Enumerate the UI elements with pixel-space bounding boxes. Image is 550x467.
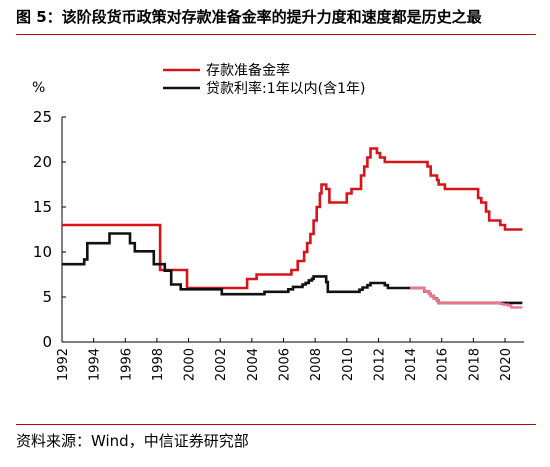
legend-label: 贷款利率:1年以内(含1年) [206, 80, 365, 97]
source-rule [16, 424, 536, 425]
loan-rate-line [62, 232, 523, 305]
line-chart: 0 5 10 15 20 25 1992 1994 1996 1998 2000 2002 2004 2… [32, 62, 524, 381]
x-tick-label: 2018 [467, 348, 482, 381]
y-tick-label: 5 [42, 288, 52, 306]
x-tick-label: 2002 [214, 348, 229, 381]
y-axis-unit-label: % [32, 80, 45, 96]
x-tick-label: 2010 [341, 348, 356, 381]
plot-frame [61, 117, 524, 343]
x-tick-label: 2004 [246, 348, 261, 381]
title-rule [16, 34, 536, 35]
x-tick-label: 2000 [183, 348, 198, 381]
x-tick-label: 2014 [404, 348, 419, 381]
y-tick-label: 15 [33, 198, 52, 216]
figure-title: 图 5：该阶段货币政策对存款准备金率的提升力度和速度都是历史之最 [16, 8, 482, 26]
x-tick-label: 2006 [278, 348, 293, 381]
loan-rate-recent-line [410, 286, 523, 309]
reserve-ratio-line [62, 147, 523, 290]
x-axis: 1992 1994 1996 1998 2000 2002 2004 2006 2008 2010… [56, 338, 514, 381]
y-tick-label: 0 [42, 333, 52, 351]
x-tick-label: 2012 [372, 348, 387, 381]
y-tick-label: 20 [33, 153, 52, 171]
y-axis: 0 5 10 15 20 25 [33, 108, 66, 351]
x-tick-label: 1992 [56, 348, 71, 381]
series-layer [62, 147, 523, 309]
x-tick-label: 2016 [436, 348, 451, 381]
y-tick-label: 25 [33, 108, 52, 126]
legend-label: 存款准备金率 [206, 62, 290, 79]
x-tick-label: 2020 [499, 348, 514, 381]
y-tick-label: 10 [33, 243, 52, 261]
x-tick-label: 1996 [119, 348, 134, 381]
x-tick-label: 1994 [88, 348, 103, 381]
x-tick-label: 2008 [309, 348, 324, 381]
source-note: 资料来源：Wind，中信证券研究部 [16, 432, 249, 450]
x-tick-label: 1998 [151, 348, 166, 381]
